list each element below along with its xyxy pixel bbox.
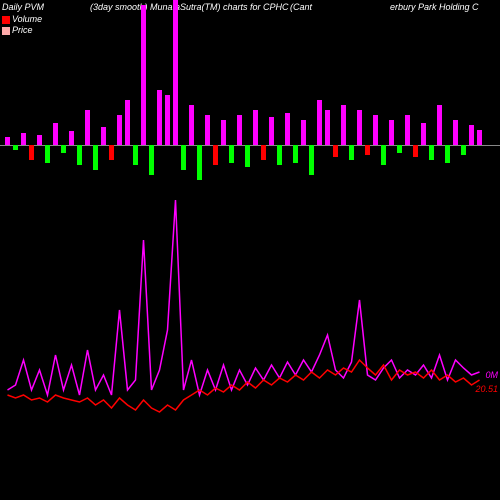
price-value-label: 20.51	[475, 384, 498, 394]
price-line	[0, 0, 500, 500]
volume-value-label: 0M	[485, 370, 498, 380]
chart-area	[0, 0, 500, 500]
